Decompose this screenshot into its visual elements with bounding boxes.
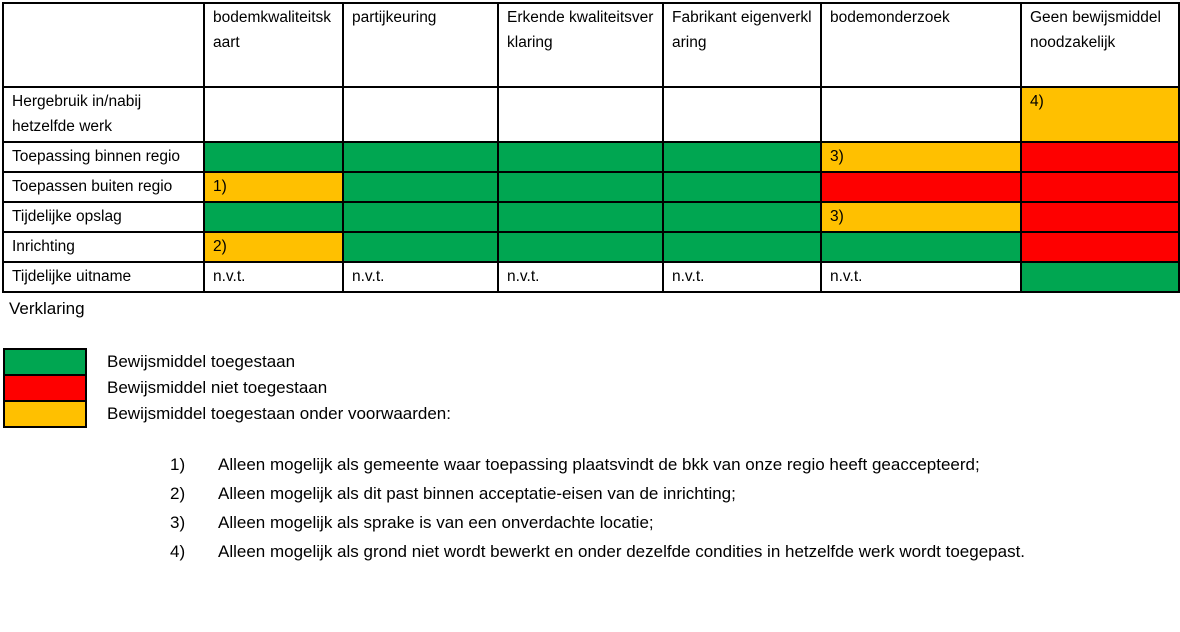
evidence-matrix-table: bodemkwaliteitskaart partijkeuring Erken… (2, 2, 1180, 293)
column-header-partijkeuring: partijkeuring (342, 2, 499, 88)
column-header-fabrikant-eigenverklaring: Fabrikant eigenverklaring (662, 2, 822, 88)
footnote-3: 3) Alleen mogelijk als sprake is van een… (170, 508, 1180, 537)
matrix-row: Hergebruik in/nabij hetzelfde werk 4) (2, 86, 1180, 143)
matrix-cell (662, 141, 822, 173)
matrix-cell (203, 86, 344, 143)
row-header-hergebruik: Hergebruik in/nabij hetzelfde werk (2, 86, 205, 143)
matrix-row: Toepassing binnen regio 3) (2, 141, 1180, 173)
column-header-geen-bewijsmiddel: Geen bewijsmiddel noodzakelijk (1020, 2, 1180, 88)
matrix-row: Tijdelijke uitname n.v.t. n.v.t. n.v.t. … (2, 261, 1180, 293)
matrix-cell: n.v.t. (662, 261, 822, 293)
corner-cell (2, 2, 205, 88)
matrix-cell (662, 86, 822, 143)
matrix-row: Tijdelijke opslag 3) (2, 201, 1180, 233)
matrix-cell (1020, 141, 1180, 173)
matrix-row: Toepassen buiten regio 1) (2, 171, 1180, 203)
matrix-cell: n.v.t. (203, 261, 344, 293)
matrix-cell (203, 141, 344, 173)
matrix-cell (662, 171, 822, 203)
footnote-number: 1) (170, 455, 186, 474)
green-swatch-fill (5, 350, 85, 374)
matrix-cell (1020, 171, 1180, 203)
matrix-cell: n.v.t. (820, 261, 1022, 293)
row-header-tijdelijke-opslag: Tijdelijke opslag (2, 201, 205, 233)
matrix-cell (203, 201, 344, 233)
matrix-cell (342, 141, 499, 173)
matrix-cell (342, 231, 499, 263)
legend-item-conditional: Bewijsmiddel toegestaan onder voorwaarde… (3, 400, 1180, 428)
matrix-cell (662, 231, 822, 263)
red-swatch-fill (5, 376, 85, 400)
green-swatch (3, 348, 87, 376)
footnote-text: Alleen mogelijk als dit past binnen acce… (218, 484, 736, 503)
legend: Bewijsmiddel toegestaan Bewijsmiddel nie… (3, 348, 1180, 428)
footnote-text: Alleen mogelijk als grond niet wordt bew… (218, 542, 1026, 561)
footnotes-list: 1) Alleen mogelijk als gemeente waar toe… (170, 450, 1180, 566)
header-row: bodemkwaliteitskaart partijkeuring Erken… (2, 2, 1180, 88)
footnote-number: 2) (170, 484, 186, 503)
legend-item-not-allowed: Bewijsmiddel niet toegestaan (3, 374, 1180, 402)
row-header-toepassen-buiten-regio: Toepassen buiten regio (2, 171, 205, 203)
matrix-cell (1020, 201, 1180, 233)
matrix-cell: 4) (1020, 86, 1180, 143)
matrix-cell (497, 141, 664, 173)
matrix-cell (1020, 261, 1180, 293)
row-header-toepassing-binnen-regio: Toepassing binnen regio (2, 141, 205, 173)
footnote-1: 1) Alleen mogelijk als gemeente waar toe… (170, 450, 1180, 479)
legend-label-conditional: Bewijsmiddel toegestaan onder voorwaarde… (107, 404, 451, 423)
matrix-cell: n.v.t. (342, 261, 499, 293)
matrix-cell: 3) (820, 201, 1022, 233)
red-swatch (3, 374, 87, 402)
matrix-cell (342, 201, 499, 233)
column-header-bodemonderzoek: bodemonderzoek (820, 2, 1022, 88)
matrix-cell (662, 201, 822, 233)
matrix-cell: 3) (820, 141, 1022, 173)
matrix-cell (820, 231, 1022, 263)
matrix-cell: n.v.t. (497, 261, 664, 293)
footnote-text: Alleen mogelijk als gemeente waar toepas… (218, 455, 980, 474)
footnote-2: 2) Alleen mogelijk als dit past binnen a… (170, 479, 1180, 508)
matrix-cell (342, 86, 499, 143)
legend-label-allowed: Bewijsmiddel toegestaan (107, 352, 296, 371)
matrix-row: Inrichting 2) (2, 231, 1180, 263)
footnote-number: 3) (170, 513, 186, 532)
footnote-number: 4) (170, 542, 186, 561)
row-header-tijdelijke-uitname: Tijdelijke uitname (2, 261, 205, 293)
legend-title: Verklaring (9, 299, 85, 318)
matrix-cell (497, 171, 664, 203)
row-header-inrichting: Inrichting (2, 231, 205, 263)
matrix-cell (820, 171, 1022, 203)
matrix-cell (497, 86, 664, 143)
footnote-4: 4) Alleen mogelijk als grond niet wordt … (170, 537, 1180, 566)
column-header-erkende-kwaliteitsverklaring: Erkende kwaliteitsverklaring (497, 2, 664, 88)
orange-swatch (3, 400, 87, 428)
legend-label-not-allowed: Bewijsmiddel niet toegestaan (107, 378, 328, 397)
matrix-cell: 1) (203, 171, 344, 203)
matrix-cell (497, 201, 664, 233)
column-header-bodemkwaliteitskaart: bodemkwaliteitskaart (203, 2, 344, 88)
matrix-cell: 2) (203, 231, 344, 263)
matrix-cell (1020, 231, 1180, 263)
matrix-cell (497, 231, 664, 263)
orange-swatch-fill (5, 402, 85, 426)
matrix-cell (342, 171, 499, 203)
footnote-text: Alleen mogelijk als sprake is van een on… (218, 513, 654, 532)
legend-item-allowed: Bewijsmiddel toegestaan (3, 348, 1180, 376)
matrix-cell (820, 86, 1022, 143)
